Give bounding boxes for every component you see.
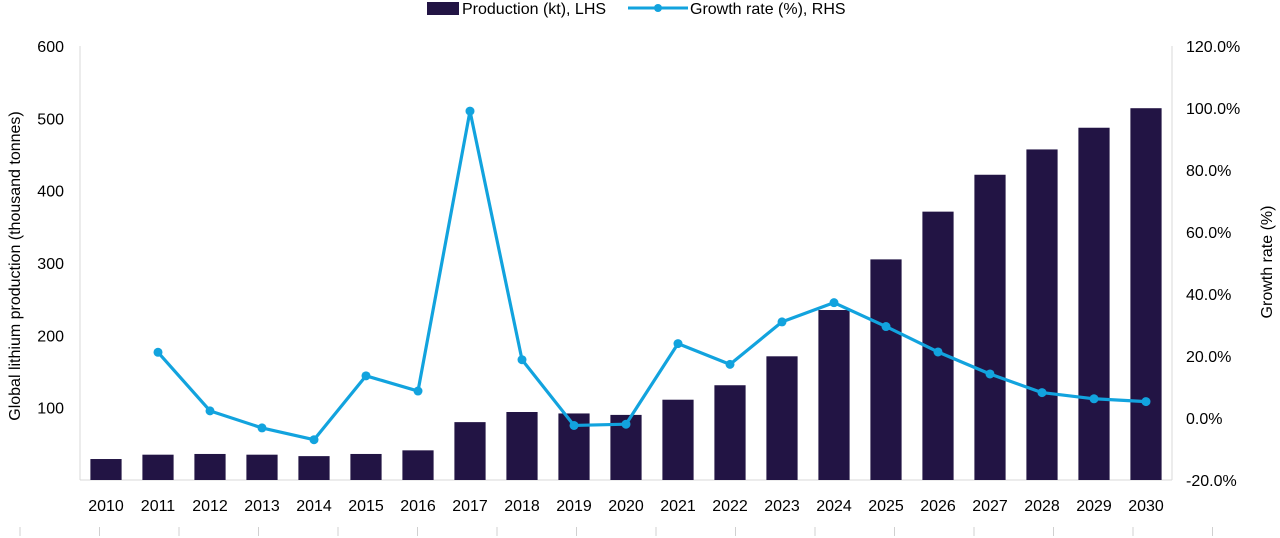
y-left-ticks: 100 200 300 400 500 600 bbox=[37, 39, 64, 418]
x-tick-label: 2030 bbox=[1128, 498, 1164, 515]
production-bar bbox=[1130, 108, 1162, 480]
x-tick-label: 2023 bbox=[764, 498, 800, 515]
growth-rate-point bbox=[205, 406, 215, 416]
x-tick-label: 2011 bbox=[141, 498, 176, 515]
growth-rate-point bbox=[257, 423, 267, 433]
x-tick-label: 2010 bbox=[88, 498, 124, 515]
production-bar bbox=[662, 399, 694, 480]
x-tick-label: 2013 bbox=[244, 498, 280, 515]
production-bar bbox=[350, 453, 382, 480]
growth-rate-point bbox=[985, 369, 995, 379]
growth-rate-line bbox=[156, 109, 1147, 442]
y-right-tick-label: 20.0% bbox=[1186, 349, 1231, 366]
y-left-axis-title: Global lithium production (thousand tonn… bbox=[7, 111, 24, 421]
y-right-tick-label: -20.0% bbox=[1186, 473, 1237, 490]
production-bar bbox=[194, 453, 226, 480]
y-left-tick-label: 500 bbox=[37, 111, 64, 128]
y-left-tick-label: 400 bbox=[37, 184, 64, 201]
y-right-tick-label: 60.0% bbox=[1186, 225, 1231, 242]
x-tick-label: 2028 bbox=[1024, 498, 1060, 515]
growth-rate-point bbox=[1089, 394, 1099, 404]
production-bar bbox=[246, 454, 278, 480]
production-bar bbox=[766, 356, 798, 480]
bars bbox=[90, 108, 1162, 481]
growth-rate-point bbox=[777, 317, 787, 327]
production-bar bbox=[870, 259, 902, 480]
y-right-tick-label: 80.0% bbox=[1186, 163, 1231, 180]
x-tick-label: 2020 bbox=[608, 498, 644, 515]
y-left-tick-label: 300 bbox=[37, 256, 64, 273]
y-right-ticks: -20.0% 0.0% 20.0% 40.0% 60.0% 80.0% 100.0% 120.… bbox=[1186, 39, 1240, 490]
growth-rate-point bbox=[309, 435, 319, 445]
x-ticks: 2010 2011 2012 2013 2014 2015 2016 2017 2018 2019… bbox=[88, 498, 1164, 515]
legend-label-production: Production (kt), LHS bbox=[462, 1, 606, 18]
x-tick-label: 2027 bbox=[972, 498, 1008, 515]
y-right-tick-label: 40.0% bbox=[1186, 287, 1231, 304]
growth-rate-point bbox=[1141, 397, 1151, 407]
x-tick-label: 2029 bbox=[1076, 498, 1112, 515]
x-tick-label: 2026 bbox=[920, 498, 956, 515]
y-left-tick-label: 600 bbox=[37, 39, 64, 56]
production-bar bbox=[454, 422, 486, 480]
legend-label-growth: Growth rate (%), RHS bbox=[690, 1, 846, 18]
legend-swatch-production bbox=[427, 2, 459, 15]
legend-swatch-growth-marker bbox=[654, 4, 662, 12]
growth-rate-point bbox=[465, 106, 475, 116]
production-bar bbox=[506, 412, 538, 480]
growth-rate-point bbox=[725, 359, 735, 369]
x-tick-label: 2019 bbox=[556, 498, 592, 515]
growth-rate-point bbox=[361, 371, 371, 381]
y-right-axis-title: Growth rate (%) bbox=[1259, 206, 1276, 319]
growth-rate-point bbox=[829, 298, 839, 308]
growth-rate-point bbox=[569, 420, 579, 430]
x-tick-label: 2021 bbox=[660, 498, 696, 515]
growth-rate-point bbox=[413, 386, 423, 396]
x-tick-label: 2016 bbox=[400, 498, 436, 515]
production-bar bbox=[90, 459, 122, 480]
growth-line-group bbox=[153, 106, 1151, 445]
legend: Production (kt), LHS Growth rate (%), RH… bbox=[427, 1, 846, 18]
growth-rate-point bbox=[881, 322, 891, 332]
x-tick-label: 2014 bbox=[296, 498, 332, 515]
y-right-tick-label: 0.0% bbox=[1186, 411, 1222, 428]
growth-rate-point bbox=[621, 419, 631, 429]
production-bar bbox=[714, 385, 746, 480]
y-right-tick-label: 120.0% bbox=[1186, 39, 1240, 56]
production-bar bbox=[142, 454, 174, 480]
x-tick-label: 2022 bbox=[712, 498, 748, 515]
x-tick-label: 2017 bbox=[452, 498, 488, 515]
production-bar bbox=[1026, 149, 1058, 481]
x-tick-label: 2012 bbox=[192, 498, 228, 515]
x-tick-label: 2024 bbox=[816, 498, 852, 515]
production-bar bbox=[402, 450, 434, 480]
growth-rate-point bbox=[1037, 388, 1047, 398]
growth-rate-point bbox=[933, 347, 943, 357]
y-right-tick-label: 100.0% bbox=[1186, 101, 1240, 118]
x-tick-label: 2018 bbox=[504, 498, 540, 515]
growth-rate-point bbox=[673, 339, 683, 349]
y-left-tick-label: 100 bbox=[37, 401, 64, 418]
x-tick-label: 2025 bbox=[868, 498, 904, 515]
production-bar bbox=[818, 310, 850, 480]
growth-rate-point bbox=[153, 347, 163, 357]
x-tick-label: 2015 bbox=[348, 498, 384, 515]
bottom-ruler bbox=[19, 527, 1213, 536]
production-bar bbox=[1078, 127, 1110, 480]
y-left-tick-label: 200 bbox=[37, 328, 64, 345]
production-bar bbox=[974, 174, 1006, 480]
production-bar bbox=[298, 456, 330, 480]
growth-rate-point bbox=[517, 355, 527, 365]
